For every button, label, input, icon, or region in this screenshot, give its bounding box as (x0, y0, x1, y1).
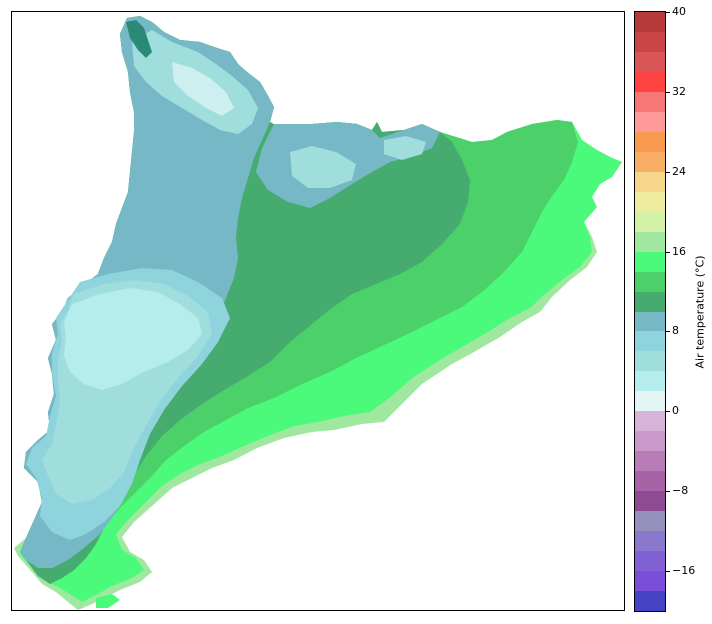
colorbar-tick (666, 491, 670, 493)
colorbar-tick-label: 0 (672, 404, 679, 418)
colorbar (634, 11, 666, 612)
colorbar-segment (635, 71, 665, 92)
colorbar-segment (635, 231, 665, 252)
colorbar-segment (635, 410, 665, 432)
colorbar-segment (635, 490, 665, 512)
colorbar-tick (666, 331, 670, 333)
colorbar-segment (635, 330, 665, 352)
map-panel (11, 11, 625, 611)
colorbar-segment (635, 570, 665, 592)
colorbar-segment (635, 31, 665, 52)
colorbar-segment (635, 91, 665, 112)
colorbar-segment (635, 350, 665, 372)
colorbar-tick-label: 8 (672, 324, 679, 338)
colorbar-tick-label: 32 (672, 84, 686, 98)
temperature-map (14, 16, 622, 610)
colorbar-segment (635, 131, 665, 152)
colorbar-tick (666, 12, 670, 13)
colorbar-segment (635, 390, 665, 412)
eastern-peaks-zone (384, 136, 426, 160)
colorbar-segment (635, 270, 665, 292)
colorbar-segment (635, 510, 665, 532)
colorbar-segment (635, 590, 665, 611)
colorbar-segment (635, 370, 665, 392)
colorbar-segment (635, 470, 665, 492)
colorbar-segment (635, 530, 665, 552)
colorbar-tick (666, 91, 670, 93)
delta-island (96, 594, 120, 608)
colorbar-segment (635, 251, 665, 272)
colorbar-tick (666, 251, 670, 253)
colorbar-segment (635, 550, 665, 572)
colorbar-tick-label: 24 (672, 164, 686, 178)
colorbar-segment (635, 450, 665, 472)
colorbar-tick-label: 16 (672, 244, 686, 258)
colorbar-label: Air temperature (°C) (693, 255, 707, 369)
cold-core-zone (64, 288, 202, 390)
colorbar-tick (666, 171, 670, 173)
colorbar-segment (635, 151, 665, 172)
colorbar-segment (635, 51, 665, 72)
colorbar-segment (635, 211, 665, 232)
colorbar-segment (635, 12, 665, 32)
colorbar-segment (635, 111, 665, 132)
pyrenees-snow-zone (172, 62, 234, 116)
colorbar-tick (666, 571, 670, 573)
colorbar-tick-label: −16 (672, 564, 696, 578)
river-valley (126, 20, 152, 58)
colorbar-tick-label: 40 (672, 5, 686, 18)
colorbar-tick-label: −8 (672, 484, 689, 498)
central-peaks-zone (290, 146, 356, 188)
colorbar-segment (635, 171, 665, 192)
colorbar-segment (635, 310, 665, 332)
colorbar-segment (635, 191, 665, 212)
colorbar-segment (635, 430, 665, 452)
colorbar-segment (635, 290, 665, 312)
colorbar-tick (666, 411, 670, 413)
